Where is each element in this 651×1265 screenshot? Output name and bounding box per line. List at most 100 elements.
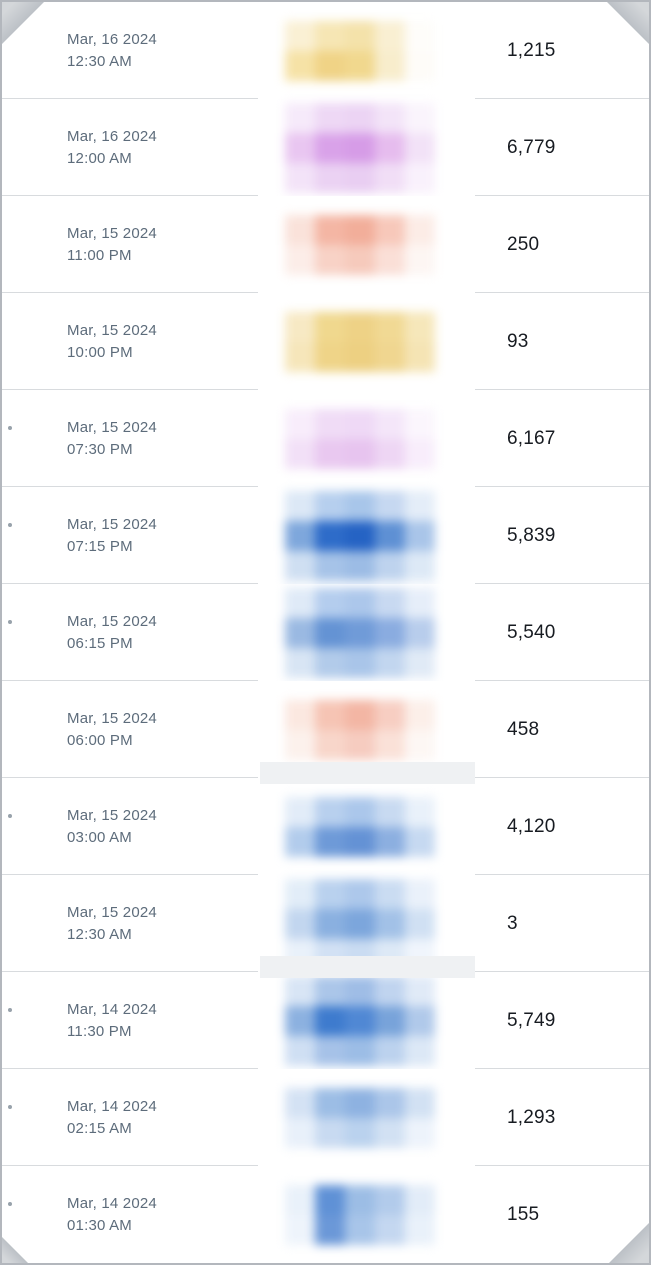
row-value: 93	[507, 330, 529, 352]
history-row[interactable]: Mar, 15 2024 03:00 AM 4,120	[2, 778, 649, 875]
edge-dot	[8, 814, 12, 818]
history-row[interactable]: Mar, 15 2024 12:30 AM 3	[2, 875, 649, 978]
row-value: 5,540	[507, 621, 556, 643]
history-row[interactable]: Mar, 14 2024 02:15 AM 1,293	[2, 1069, 649, 1166]
timestamp: Mar, 15 2024 12:30 AM	[2, 903, 258, 945]
row-value: 458	[507, 718, 540, 740]
timestamp-time: 02:15 AM	[67, 1119, 132, 1137]
screenshot-thumbnail[interactable]	[284, 975, 435, 1066]
timestamp: Mar, 14 2024 11:30 PM	[2, 1000, 258, 1042]
row-value: 1,293	[507, 1106, 556, 1128]
history-row[interactable]: Mar, 14 2024 01:30 AM 155	[2, 1166, 649, 1263]
row-value: 4,120	[507, 815, 556, 837]
value-cell: 5,540	[475, 622, 649, 644]
timestamp-time: 11:30 PM	[67, 1022, 132, 1040]
timestamp-time: 07:30 PM	[67, 440, 133, 458]
screenshot-thumbnail[interactable]	[284, 490, 435, 581]
edge-dot	[8, 1105, 12, 1109]
loading-placeholder	[260, 956, 475, 978]
timestamp-date: Mar, 16 2024	[67, 127, 157, 145]
timestamp: Mar, 15 2024 07:30 PM	[2, 418, 258, 460]
timestamp: Mar, 15 2024 11:00 PM	[2, 224, 258, 266]
value-cell: 6,167	[475, 428, 649, 450]
screenshot-thumbnail[interactable]	[284, 1087, 435, 1148]
thumbnail-cell[interactable]	[258, 1069, 475, 1166]
timestamp: Mar, 15 2024 06:00 PM	[2, 709, 258, 751]
value-cell: 250	[475, 234, 649, 256]
history-row[interactable]: Mar, 15 2024 06:15 PM 5,540	[2, 584, 649, 681]
timestamp-time: 11:00 PM	[67, 246, 132, 264]
timestamp-date: Mar, 15 2024	[67, 903, 157, 921]
value-cell: 93	[475, 331, 649, 353]
timestamp: Mar, 16 2024 12:00 AM	[2, 127, 258, 169]
row-value: 5,749	[507, 1009, 556, 1031]
thumbnail-cell[interactable]	[258, 584, 475, 681]
thumbnail-cell[interactable]	[258, 875, 475, 972]
timestamp-time: 06:15 PM	[67, 634, 133, 652]
thumbnail-cell[interactable]	[258, 778, 475, 875]
value-cell: 6,779	[475, 137, 649, 159]
edge-dot	[8, 523, 12, 527]
thumbnail-cell[interactable]	[258, 1166, 475, 1263]
thumbnail-cell[interactable]	[258, 293, 475, 390]
timestamp-date: Mar, 15 2024	[67, 418, 157, 436]
timestamp-time: 12:00 AM	[67, 149, 132, 167]
screenshot-thumbnail[interactable]	[284, 20, 435, 81]
timestamp-date: Mar, 15 2024	[67, 515, 157, 533]
history-row[interactable]: Mar, 15 2024 07:30 PM 6,167	[2, 390, 649, 487]
screenshot-thumbnail[interactable]	[284, 408, 435, 469]
screenshot-thumbnail[interactable]	[284, 1184, 435, 1245]
value-cell: 458	[475, 719, 649, 741]
thumbnail-cell[interactable]	[258, 2, 475, 99]
screenshot-thumbnail[interactable]	[284, 796, 435, 857]
timestamp-time: 10:00 PM	[67, 343, 133, 361]
row-value: 1,215	[507, 39, 556, 61]
screenshot-thumbnail[interactable]	[284, 102, 435, 193]
screenshot-thumbnail[interactable]	[284, 214, 435, 275]
history-row[interactable]: Mar, 15 2024 06:00 PM 458	[2, 681, 649, 784]
value-cell: 5,749	[475, 1010, 649, 1032]
value-cell: 1,215	[475, 40, 649, 62]
timestamp-time: 12:30 AM	[67, 925, 132, 943]
timestamp-time: 01:30 AM	[67, 1216, 132, 1234]
thumbnail-cell[interactable]	[258, 99, 475, 196]
timestamp: Mar, 14 2024 01:30 AM	[2, 1194, 258, 1236]
value-cell: 155	[475, 1204, 649, 1226]
timestamp: Mar, 15 2024 03:00 AM	[2, 806, 258, 848]
row-value: 6,167	[507, 427, 556, 449]
thumbnail-cell[interactable]	[258, 487, 475, 584]
row-value: 250	[507, 233, 540, 255]
history-row[interactable]: Mar, 14 2024 11:30 PM 5,749	[2, 972, 649, 1069]
screenshot-thumbnail[interactable]	[284, 878, 435, 969]
thumbnail-cell[interactable]	[258, 390, 475, 487]
timestamp-time: 06:00 PM	[67, 731, 133, 749]
thumbnail-cell[interactable]	[258, 196, 475, 293]
history-row[interactable]: Mar, 15 2024 10:00 PM 93	[2, 293, 649, 390]
screenshot-thumbnail[interactable]	[284, 699, 435, 760]
history-row[interactable]: Mar, 16 2024 12:00 AM 6,779	[2, 99, 649, 196]
history-row[interactable]: Mar, 16 2024 12:30 AM 1,215	[2, 2, 649, 99]
history-row[interactable]: Mar, 15 2024 11:00 PM 250	[2, 196, 649, 293]
timestamp-date: Mar, 14 2024	[67, 1194, 157, 1212]
timestamp-date: Mar, 15 2024	[67, 709, 157, 727]
timestamp: Mar, 15 2024 10:00 PM	[2, 321, 258, 363]
value-cell: 1,293	[475, 1107, 649, 1129]
row-value: 3	[507, 912, 518, 934]
screenshot-thumbnail[interactable]	[284, 587, 435, 678]
screenshot-thumbnail[interactable]	[284, 311, 435, 372]
timestamp-date: Mar, 14 2024	[67, 1097, 157, 1115]
loading-placeholder	[260, 762, 475, 784]
timestamp-date: Mar, 15 2024	[67, 612, 157, 630]
row-value: 155	[507, 1203, 540, 1225]
timestamp-date: Mar, 15 2024	[67, 321, 157, 339]
thumbnail-cell[interactable]	[258, 972, 475, 1069]
timestamp-time: 07:15 PM	[67, 537, 133, 555]
thumbnail-cell[interactable]	[258, 681, 475, 778]
row-value: 5,839	[507, 524, 556, 546]
history-row[interactable]: Mar, 15 2024 07:15 PM 5,839	[2, 487, 649, 584]
edge-dot	[8, 426, 12, 430]
timestamp-date: Mar, 15 2024	[67, 806, 157, 824]
timestamp-time: 03:00 AM	[67, 828, 132, 846]
